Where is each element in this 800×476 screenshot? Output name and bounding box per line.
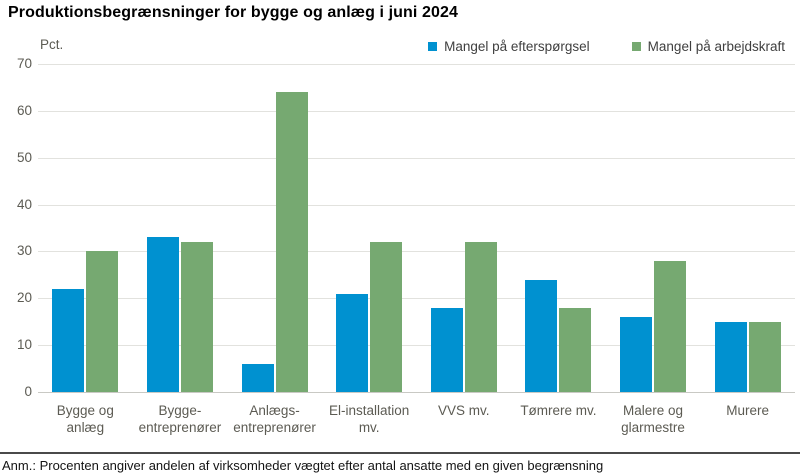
bar bbox=[52, 288, 85, 392]
bar bbox=[180, 242, 213, 392]
x-tick-label: Malere og glarmestre bbox=[621, 403, 685, 435]
y-tick-label: 30 bbox=[16, 243, 32, 259]
bar bbox=[620, 317, 653, 392]
bar-group bbox=[322, 242, 417, 392]
bar bbox=[525, 279, 558, 392]
gridline bbox=[38, 345, 795, 347]
bar-group bbox=[606, 260, 701, 392]
x-tick-label: Bygge-entreprenører bbox=[138, 403, 222, 435]
y-tick-label: 40 bbox=[16, 196, 32, 212]
bar bbox=[241, 363, 274, 392]
gridline bbox=[38, 157, 795, 159]
bar bbox=[430, 307, 463, 392]
gridline bbox=[38, 251, 795, 253]
x-axis-line bbox=[38, 392, 795, 393]
y-tick-label: 50 bbox=[16, 149, 32, 165]
bar bbox=[748, 321, 781, 392]
bar bbox=[146, 237, 179, 392]
x-axis-tick-labels: Bygge og anlæg Bygge-entreprenører Anlægs-e… bbox=[38, 402, 795, 436]
bar-group bbox=[38, 251, 133, 392]
x-tick-label: Tømrere mv. bbox=[520, 403, 597, 418]
legend-label: Mangel på arbejdskraft bbox=[647, 39, 785, 54]
legend-label: Mangel på efterspørgsel bbox=[444, 39, 590, 54]
x-tick-label: El-installation mv. bbox=[329, 403, 410, 435]
bar-group bbox=[700, 321, 795, 392]
bar bbox=[654, 260, 687, 392]
x-tick-label: Murere bbox=[726, 403, 770, 418]
y-tick-label: 20 bbox=[16, 290, 32, 306]
bar bbox=[336, 293, 369, 392]
bar bbox=[275, 92, 308, 392]
legend-swatch-icon bbox=[631, 42, 641, 51]
bar-group bbox=[227, 92, 322, 392]
gridline bbox=[38, 204, 795, 206]
bar-group bbox=[417, 242, 512, 392]
x-tick-label: VVS mv. bbox=[438, 403, 490, 418]
bar-group bbox=[133, 237, 228, 392]
footnote: Anm.: Procenten angiver andelen af virks… bbox=[2, 458, 604, 473]
footnote-divider bbox=[0, 452, 800, 454]
gridline bbox=[38, 298, 795, 300]
y-tick-label: 60 bbox=[16, 102, 32, 118]
x-tick-label: Anlægs-entreprenører bbox=[233, 403, 316, 435]
chart-title: Produktionsbegrænsninger for bygge og an… bbox=[8, 4, 458, 21]
x-tick-label: Bygge og anlæg bbox=[56, 403, 114, 435]
legend-item: Mangel på arbejdskraft bbox=[631, 39, 785, 54]
y-tick-label: 70 bbox=[16, 56, 32, 71]
y-tick-label: 0 bbox=[24, 384, 32, 399]
legend-swatch-icon bbox=[428, 42, 438, 51]
legend: Mangel på efterspørgsel Mangel på arbejds… bbox=[428, 39, 785, 54]
bar bbox=[370, 242, 403, 392]
legend-item: Mangel på efterspørgsel bbox=[428, 39, 590, 54]
bar bbox=[559, 307, 592, 392]
plot-area bbox=[38, 64, 795, 393]
y-axis-tick-labels: 0 10 20 30 40 50 60 70 bbox=[0, 56, 32, 399]
bar bbox=[86, 251, 119, 392]
bar-group bbox=[511, 279, 606, 392]
gridline bbox=[38, 110, 795, 112]
y-tick-label: 10 bbox=[16, 337, 32, 353]
gridline bbox=[38, 64, 795, 65]
y-axis-unit-label: Pct. bbox=[40, 37, 64, 52]
bar bbox=[464, 242, 497, 392]
bar bbox=[714, 321, 747, 392]
